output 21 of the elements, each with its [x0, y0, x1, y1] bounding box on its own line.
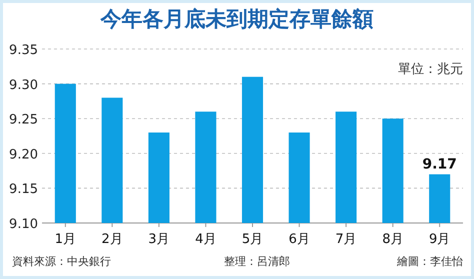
x-tick-label: 4月 — [195, 232, 216, 247]
x-tick-label: 1月 — [54, 232, 76, 247]
y-tick-label: 9.20 — [9, 147, 38, 162]
text: 繪圖：李佳怡 — [396, 255, 463, 268]
chart-title: 今年各月底未到期定存單餘額 — [100, 7, 374, 31]
y-tick-label: 9.30 — [9, 78, 38, 93]
x-tick-label: 7月 — [335, 232, 357, 247]
x-tick-label: 2月 — [102, 232, 123, 247]
source-note: 資料來源：中央銀行 — [12, 255, 111, 268]
x-tick-label: 6月 — [288, 232, 310, 247]
data-label: 9.17 — [422, 156, 457, 172]
x-tick-label: 9月 — [428, 232, 450, 247]
y-tick-label: 9.10 — [9, 217, 38, 232]
x-tick-label: 3月 — [148, 232, 170, 247]
y-tick-label: 9.25 — [9, 112, 38, 128]
x-tick-label: 8月 — [382, 232, 404, 247]
x-tick-label: 5月 — [242, 232, 264, 247]
text: 整理：呂清郎 — [224, 255, 290, 268]
y-tick-label: 9.35 — [9, 43, 38, 58]
y-tick-label: 9.15 — [9, 182, 38, 198]
annotation: 單位：兆元 — [398, 62, 463, 77]
